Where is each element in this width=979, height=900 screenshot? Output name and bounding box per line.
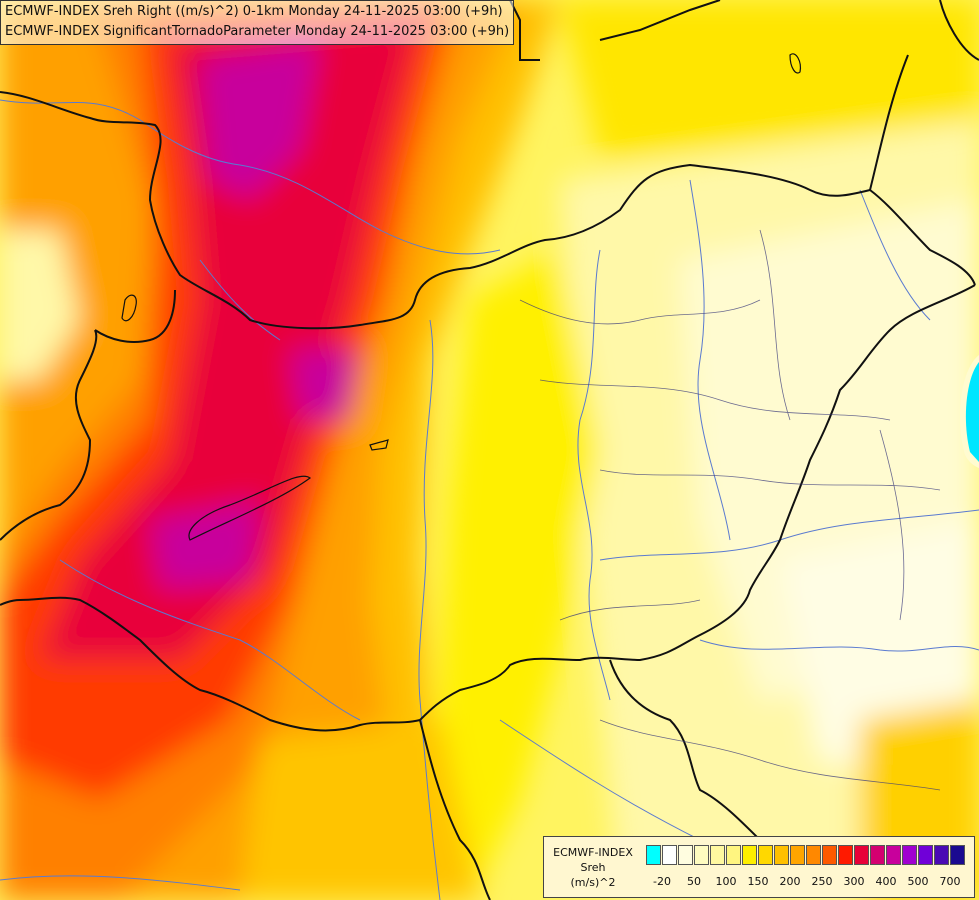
legend-tick-label: 150 [747,875,769,888]
legend-tick-label: 300 [843,875,865,888]
rivers [0,99,979,900]
legend-swatch [838,845,853,865]
cyan-patch [959,355,979,468]
legend-units: (m/s)^2 [570,876,616,889]
legend-swatch [678,845,693,865]
region-borders [519,229,941,791]
legend-tick-label: 250 [811,875,833,888]
legend-swatch [662,845,677,865]
legend-tick-label: 500 [907,875,929,888]
legend-swatch [758,845,773,865]
legend-swatch [886,845,901,865]
legend-swatch [870,845,885,865]
legend-tick-label: -20 [653,875,671,888]
legend-swatch [742,845,757,865]
legend-swatch [934,845,949,865]
legend-swatch [950,845,965,865]
color-legend: ECMWF-INDEX Sreh (m/s)^2 -20 50 100 150 200 2… [543,836,975,898]
legend-tick-label: 50 [687,875,701,888]
legend-swatch [822,845,837,865]
legend-tick-label: 100 [715,875,737,888]
legend-swatch [854,845,869,865]
legend-swatch [790,845,805,865]
legend-variable: Sreh [580,861,606,874]
legend-swatch [806,845,821,865]
legend-tick-label: 700 [939,875,961,888]
legend-tick-label: 400 [875,875,897,888]
title-line-sreh: ECMWF-INDEX Sreh Right ((m/s)^2) 0-1km M… [5,4,503,19]
map-title-box: ECMWF-INDEX Sreh Right ((m/s)^2) 0-1km M… [0,0,515,45]
legend-tick-label: 200 [779,875,801,888]
legend-swatch [710,845,725,865]
legend-swatches [646,845,966,865]
legend-source: ECMWF-INDEX [553,846,633,859]
lakes [121,53,801,541]
legend-swatch [918,845,933,865]
legend-swatch [694,845,709,865]
legend-swatch [646,845,661,865]
legend-swatch [726,845,741,865]
legend-label: ECMWF-INDEX Sreh (m/s)^2 [548,845,638,890]
legend-ticks: -20 50 100 150 200 250 300 400 500 700 [646,875,976,889]
legend-swatch [902,845,917,865]
title-line-stp: ECMWF-INDEX SignificantTornadoParameter … [5,24,510,39]
legend-swatch [774,845,789,865]
